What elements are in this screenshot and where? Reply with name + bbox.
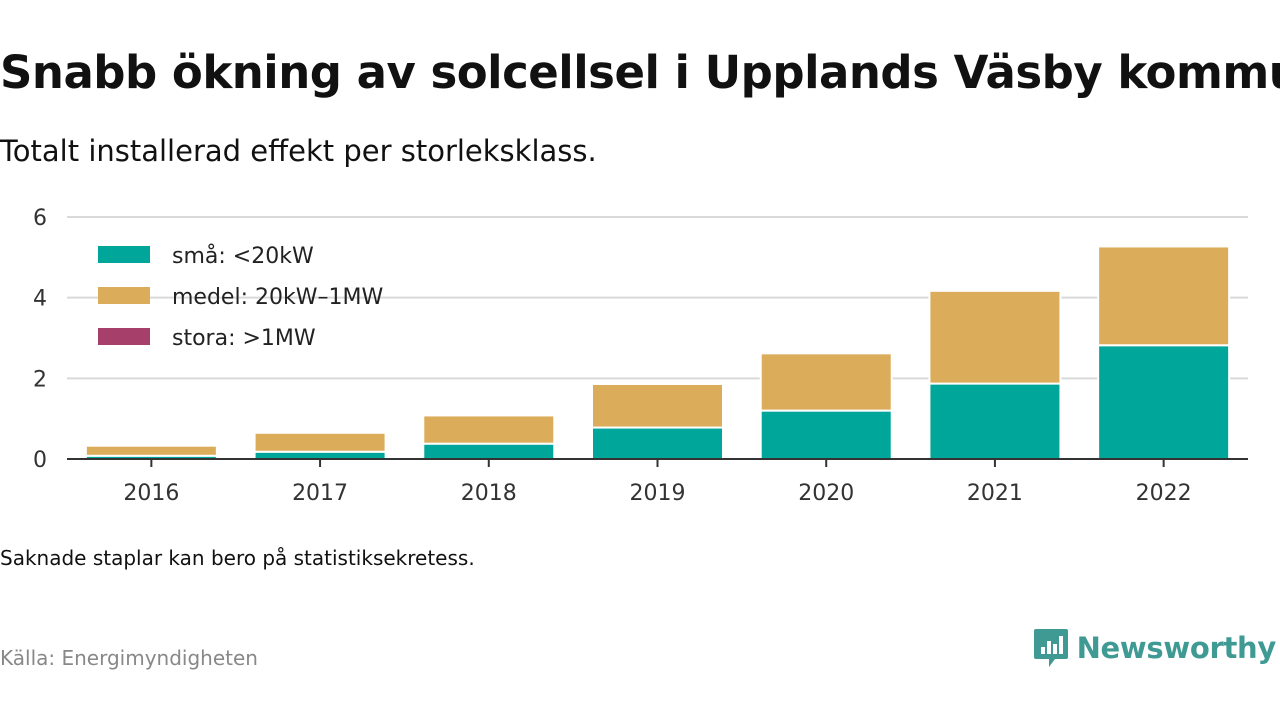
x-tick-label: 2022 [1136,481,1192,505]
newsworthy-logo-icon [1033,629,1068,667]
legend-swatch [98,246,150,263]
footnote: Saknade staplar kan bero på statistiksek… [0,546,475,570]
bar-segment [591,426,724,460]
brand-name: Newsworthy [1076,631,1277,665]
x-tick-label: 2019 [630,481,686,505]
chart-title: Snabb ökning av solcellsel i Upplands Vä… [0,46,1280,99]
brand-logo: Newsworthy [1033,627,1276,669]
bar-segment [928,289,1062,385]
bar-segment [759,409,893,461]
bar-segment [1097,245,1231,347]
bar-segment [422,414,556,445]
y-tick-label: 0 [33,448,47,473]
x-tick-label: 2021 [967,481,1023,505]
y-tick-label: 6 [33,206,47,231]
bar-segment [1097,344,1231,460]
x-tick-label: 2018 [461,481,517,505]
y-tick-label: 4 [33,287,47,312]
source-label: Källa: Energimyndigheten [0,646,258,670]
bars [84,245,1231,461]
bar-segment [928,382,1062,460]
legend-label: stora: >1MW [172,326,316,351]
y-axis-tick-labels: 0 2 4 6 [33,206,47,473]
legend-swatch [98,287,150,304]
bar-segment [253,450,387,460]
x-tick-label: 2020 [798,481,854,505]
y-tick-label: 2 [33,367,47,392]
stacked-bar-chart: 0 2 4 6 2016 2017 2018 2019 2020 2021 2022 små: <… [33,206,1248,505]
x-axis [67,458,1248,467]
chart-subtitle: Totalt installerad effekt per storlekskl… [0,134,597,168]
x-axis-tick-labels: 2016 2017 2018 2019 2020 2021 2022 [123,481,1191,505]
x-tick-label: 2017 [292,481,348,505]
bar-segment [253,431,387,453]
bar-segment [759,352,893,412]
bar-segment [84,444,218,457]
legend: små: <20kW medel: 20kW–1MW stora: >1MW [98,243,383,351]
legend-label: medel: 20kW–1MW [172,285,383,310]
bar-segment [422,442,556,461]
x-tick-label: 2016 [123,481,179,505]
bar-segment [591,382,724,429]
legend-label: små: <20kW [172,243,314,269]
legend-swatch [98,328,150,345]
